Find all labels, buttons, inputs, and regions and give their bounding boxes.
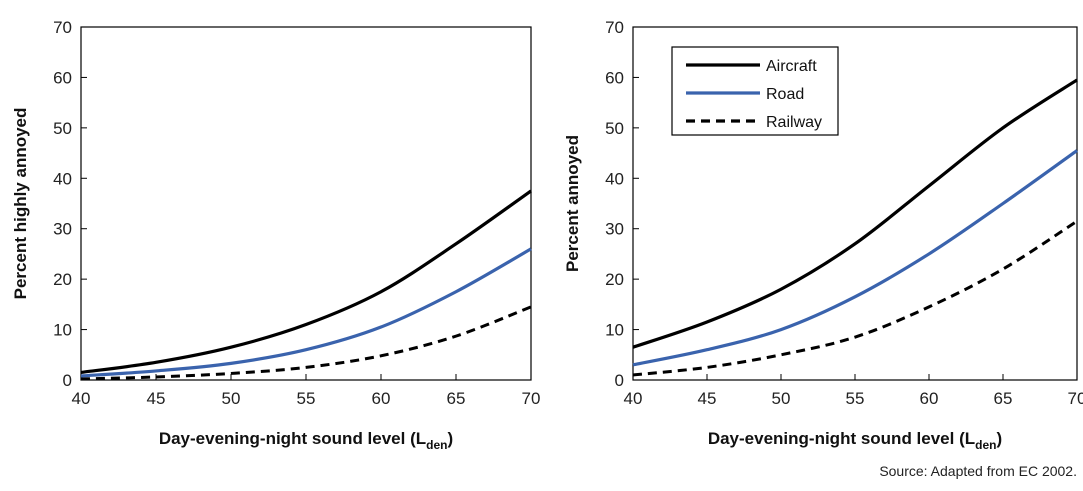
series-line-road xyxy=(80,247,532,378)
x-tick-label: 40 xyxy=(72,389,91,408)
x-axis-title: Day-evening-night sound level (Lden) xyxy=(708,429,1002,452)
y-axis-title: Percent highly annoyed xyxy=(11,108,30,300)
x-tick-label: 65 xyxy=(447,389,466,408)
y-tick-label: 30 xyxy=(605,220,624,239)
plot-frame xyxy=(80,26,532,381)
series-line-aircraft xyxy=(80,189,532,375)
legend-label-aircraft: Aircraft xyxy=(766,58,817,75)
source-note: Source: Adapted from EC 2002. xyxy=(879,463,1077,479)
y-tick-label: 30 xyxy=(53,220,72,239)
x-tick-label: 50 xyxy=(222,389,241,408)
series-line-road xyxy=(632,149,1078,367)
series-line-railway xyxy=(632,219,1078,377)
y-tick-label: 60 xyxy=(605,68,624,87)
x-tick-label: 45 xyxy=(698,389,717,408)
x-axis-title-close: ) xyxy=(447,429,453,448)
legend-label-railway: Railway xyxy=(766,114,822,131)
x-tick-label: 50 xyxy=(772,389,791,408)
y-axis-title: Percent annoyed xyxy=(563,135,582,272)
x-axis-title-close: ) xyxy=(996,429,1002,448)
y-tick-label: 60 xyxy=(53,68,72,87)
y-tick-label: 70 xyxy=(53,18,72,37)
legend-label-road: Road xyxy=(766,86,804,103)
x-axis-title-main: Day-evening-night sound level (L xyxy=(159,429,426,448)
chart-panel-1: 0 10 20 30 40 50 60 70 40 45 50 55 60 65 70 Day-evening… xyxy=(11,18,540,452)
y-tick-label: 50 xyxy=(53,119,72,138)
y-tick-label: 0 xyxy=(63,371,72,390)
x-tick-label: 70 xyxy=(1068,389,1083,408)
y-tick-label: 20 xyxy=(53,270,72,289)
x-tick-label: 60 xyxy=(372,389,391,408)
y-tick-label: 0 xyxy=(615,371,624,390)
x-tick-label: 70 xyxy=(522,389,541,408)
x-tick-label: 55 xyxy=(846,389,865,408)
x-tick-label: 60 xyxy=(920,389,939,408)
x-axis-title-subscript: den xyxy=(426,438,447,452)
y-tick-label: 20 xyxy=(605,270,624,289)
y-tick-label: 70 xyxy=(605,18,624,37)
y-tick-label: 10 xyxy=(605,321,624,340)
series-line-railway xyxy=(80,305,532,381)
y-tick-label: 10 xyxy=(53,321,72,340)
x-tick-label: 55 xyxy=(297,389,316,408)
x-axis-title-subscript: den xyxy=(975,438,996,452)
x-axis-title-main: Day-evening-night sound level (L xyxy=(708,429,975,448)
y-tick-label: 40 xyxy=(53,169,72,188)
x-tick-label: 40 xyxy=(624,389,643,408)
x-axis-title: Day-evening-night sound level (Lden) xyxy=(159,429,453,452)
chart-panel-2: 0 10 20 30 40 50 60 70 40 45 50 55 60 65 70 Day-evening… xyxy=(563,18,1083,452)
series-line-aircraft xyxy=(632,78,1078,349)
y-tick-label: 40 xyxy=(605,169,624,188)
x-tick-label: 45 xyxy=(147,389,166,408)
x-tick-label: 65 xyxy=(994,389,1013,408)
y-tick-label: 50 xyxy=(605,119,624,138)
legend: Aircraft Road Railway xyxy=(671,46,839,136)
